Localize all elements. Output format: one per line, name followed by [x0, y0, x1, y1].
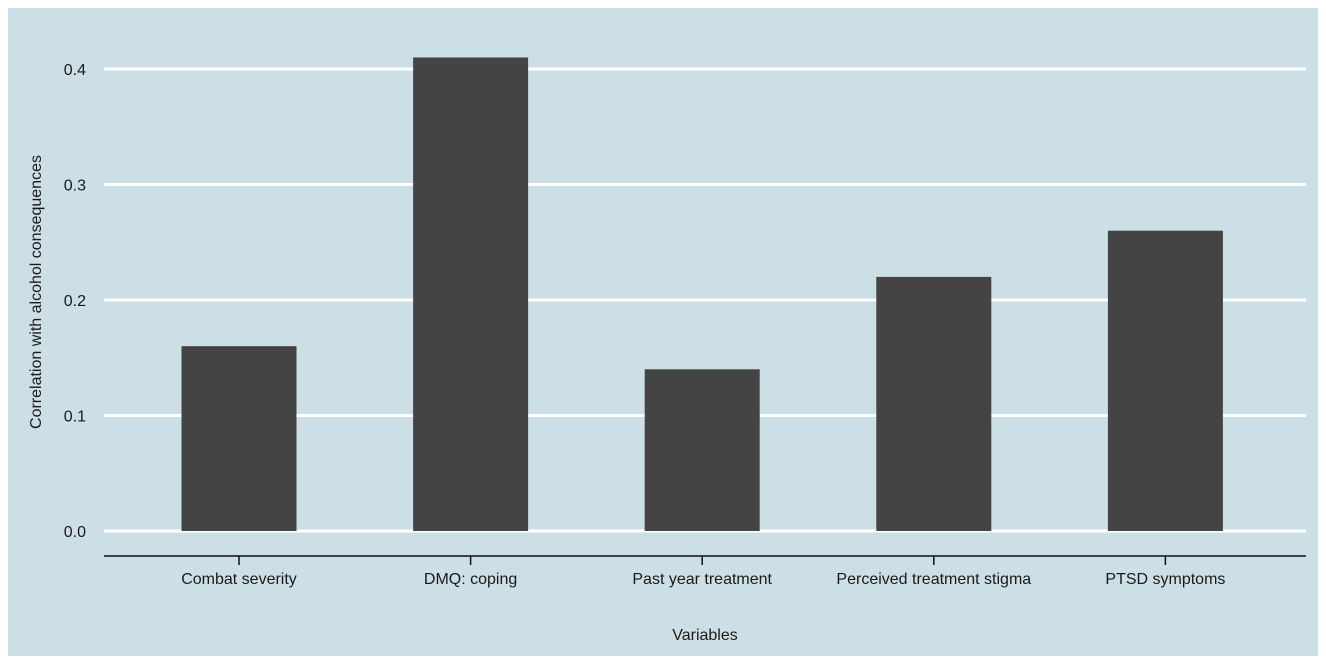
x-tick-label: PTSD symptoms: [1105, 571, 1225, 588]
x-axis-title: Variables: [672, 627, 738, 644]
y-tick-label: 0.0: [64, 524, 86, 541]
chart-panel: 0.0 0.1 0.2 0.3 0.4 Combat severity DMQ: copi…: [8, 8, 1318, 656]
bars: [181, 57, 1223, 531]
y-axis-title: Correlation with alcohol consequences: [28, 155, 45, 429]
bar: [876, 276, 992, 531]
bar: [1107, 230, 1223, 531]
x-axis: Combat severity DMQ: coping Past year trea…: [104, 555, 1306, 588]
x-tick-label: DMQ: coping: [424, 571, 517, 588]
x-tick-label: Perceived treatment stigma: [836, 571, 1031, 588]
y-axis: 0.0 0.1 0.2 0.3 0.4: [64, 62, 86, 541]
bar-chart: 0.0 0.1 0.2 0.3 0.4 Combat severity DMQ: copi…: [8, 8, 1318, 656]
y-tick-label: 0.4: [64, 62, 86, 79]
bar: [181, 346, 297, 531]
bar: [413, 57, 529, 531]
y-tick-label: 0.3: [64, 178, 86, 195]
bar: [644, 369, 760, 531]
x-tick-label: Combat severity: [181, 571, 297, 588]
y-tick-label: 0.2: [64, 293, 86, 310]
panel-background: [8, 8, 1318, 656]
x-tick-label: Past year treatment: [632, 571, 772, 588]
y-tick-label: 0.1: [64, 409, 86, 426]
